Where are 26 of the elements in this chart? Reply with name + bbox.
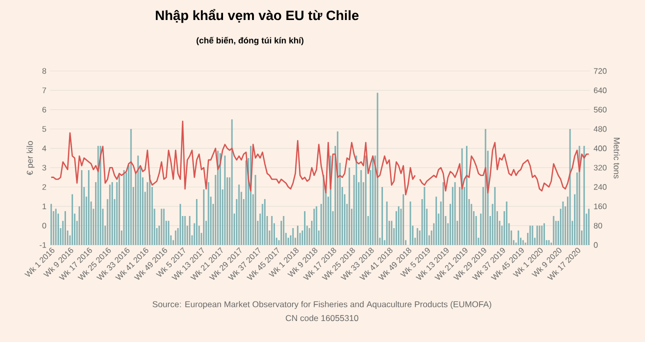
y2-tick-label: 480	[594, 126, 607, 132]
y-tick-label: 6	[42, 106, 46, 112]
y2-tick-label: 240	[594, 184, 607, 190]
y-axis-title: € per kilo	[26, 141, 34, 176]
y2-tick-label: 720	[594, 68, 607, 74]
source-note: Source: European Market Observatory for Fisheries and Aquaculture Products (EUMOFA)	[152, 301, 492, 309]
y2-tick-label: 80	[594, 222, 602, 228]
y2-tick-label: 320	[594, 164, 607, 170]
y2-tick-label: 160	[594, 203, 607, 210]
y2-tick-label: 560	[594, 106, 607, 112]
y2-axis-title: Metric tons	[614, 138, 620, 178]
y-tick-label: -1	[40, 242, 46, 248]
y-tick-label: 7	[42, 88, 46, 94]
y2-tick-label: 640	[594, 88, 607, 94]
y2-tick-label: 0	[594, 242, 598, 248]
chart-title: Nhập khẩu vẹm vào EU từ Chile	[156, 9, 359, 23]
y2-tick-label: 400	[594, 146, 607, 152]
y-tick-label: 0	[42, 222, 46, 228]
text: CN code 16055310	[286, 314, 358, 322]
y-tick-label: 8	[42, 68, 46, 74]
chart-subtitle: (chế biến, đóng túi kín khí)	[196, 36, 304, 46]
y-tick-label: 2	[42, 184, 46, 190]
y-tick-label: 5	[42, 126, 46, 132]
y-tick-label: 1	[42, 204, 46, 210]
y-tick-label: 4	[42, 146, 46, 152]
y-tick-label: 3	[42, 164, 46, 170]
